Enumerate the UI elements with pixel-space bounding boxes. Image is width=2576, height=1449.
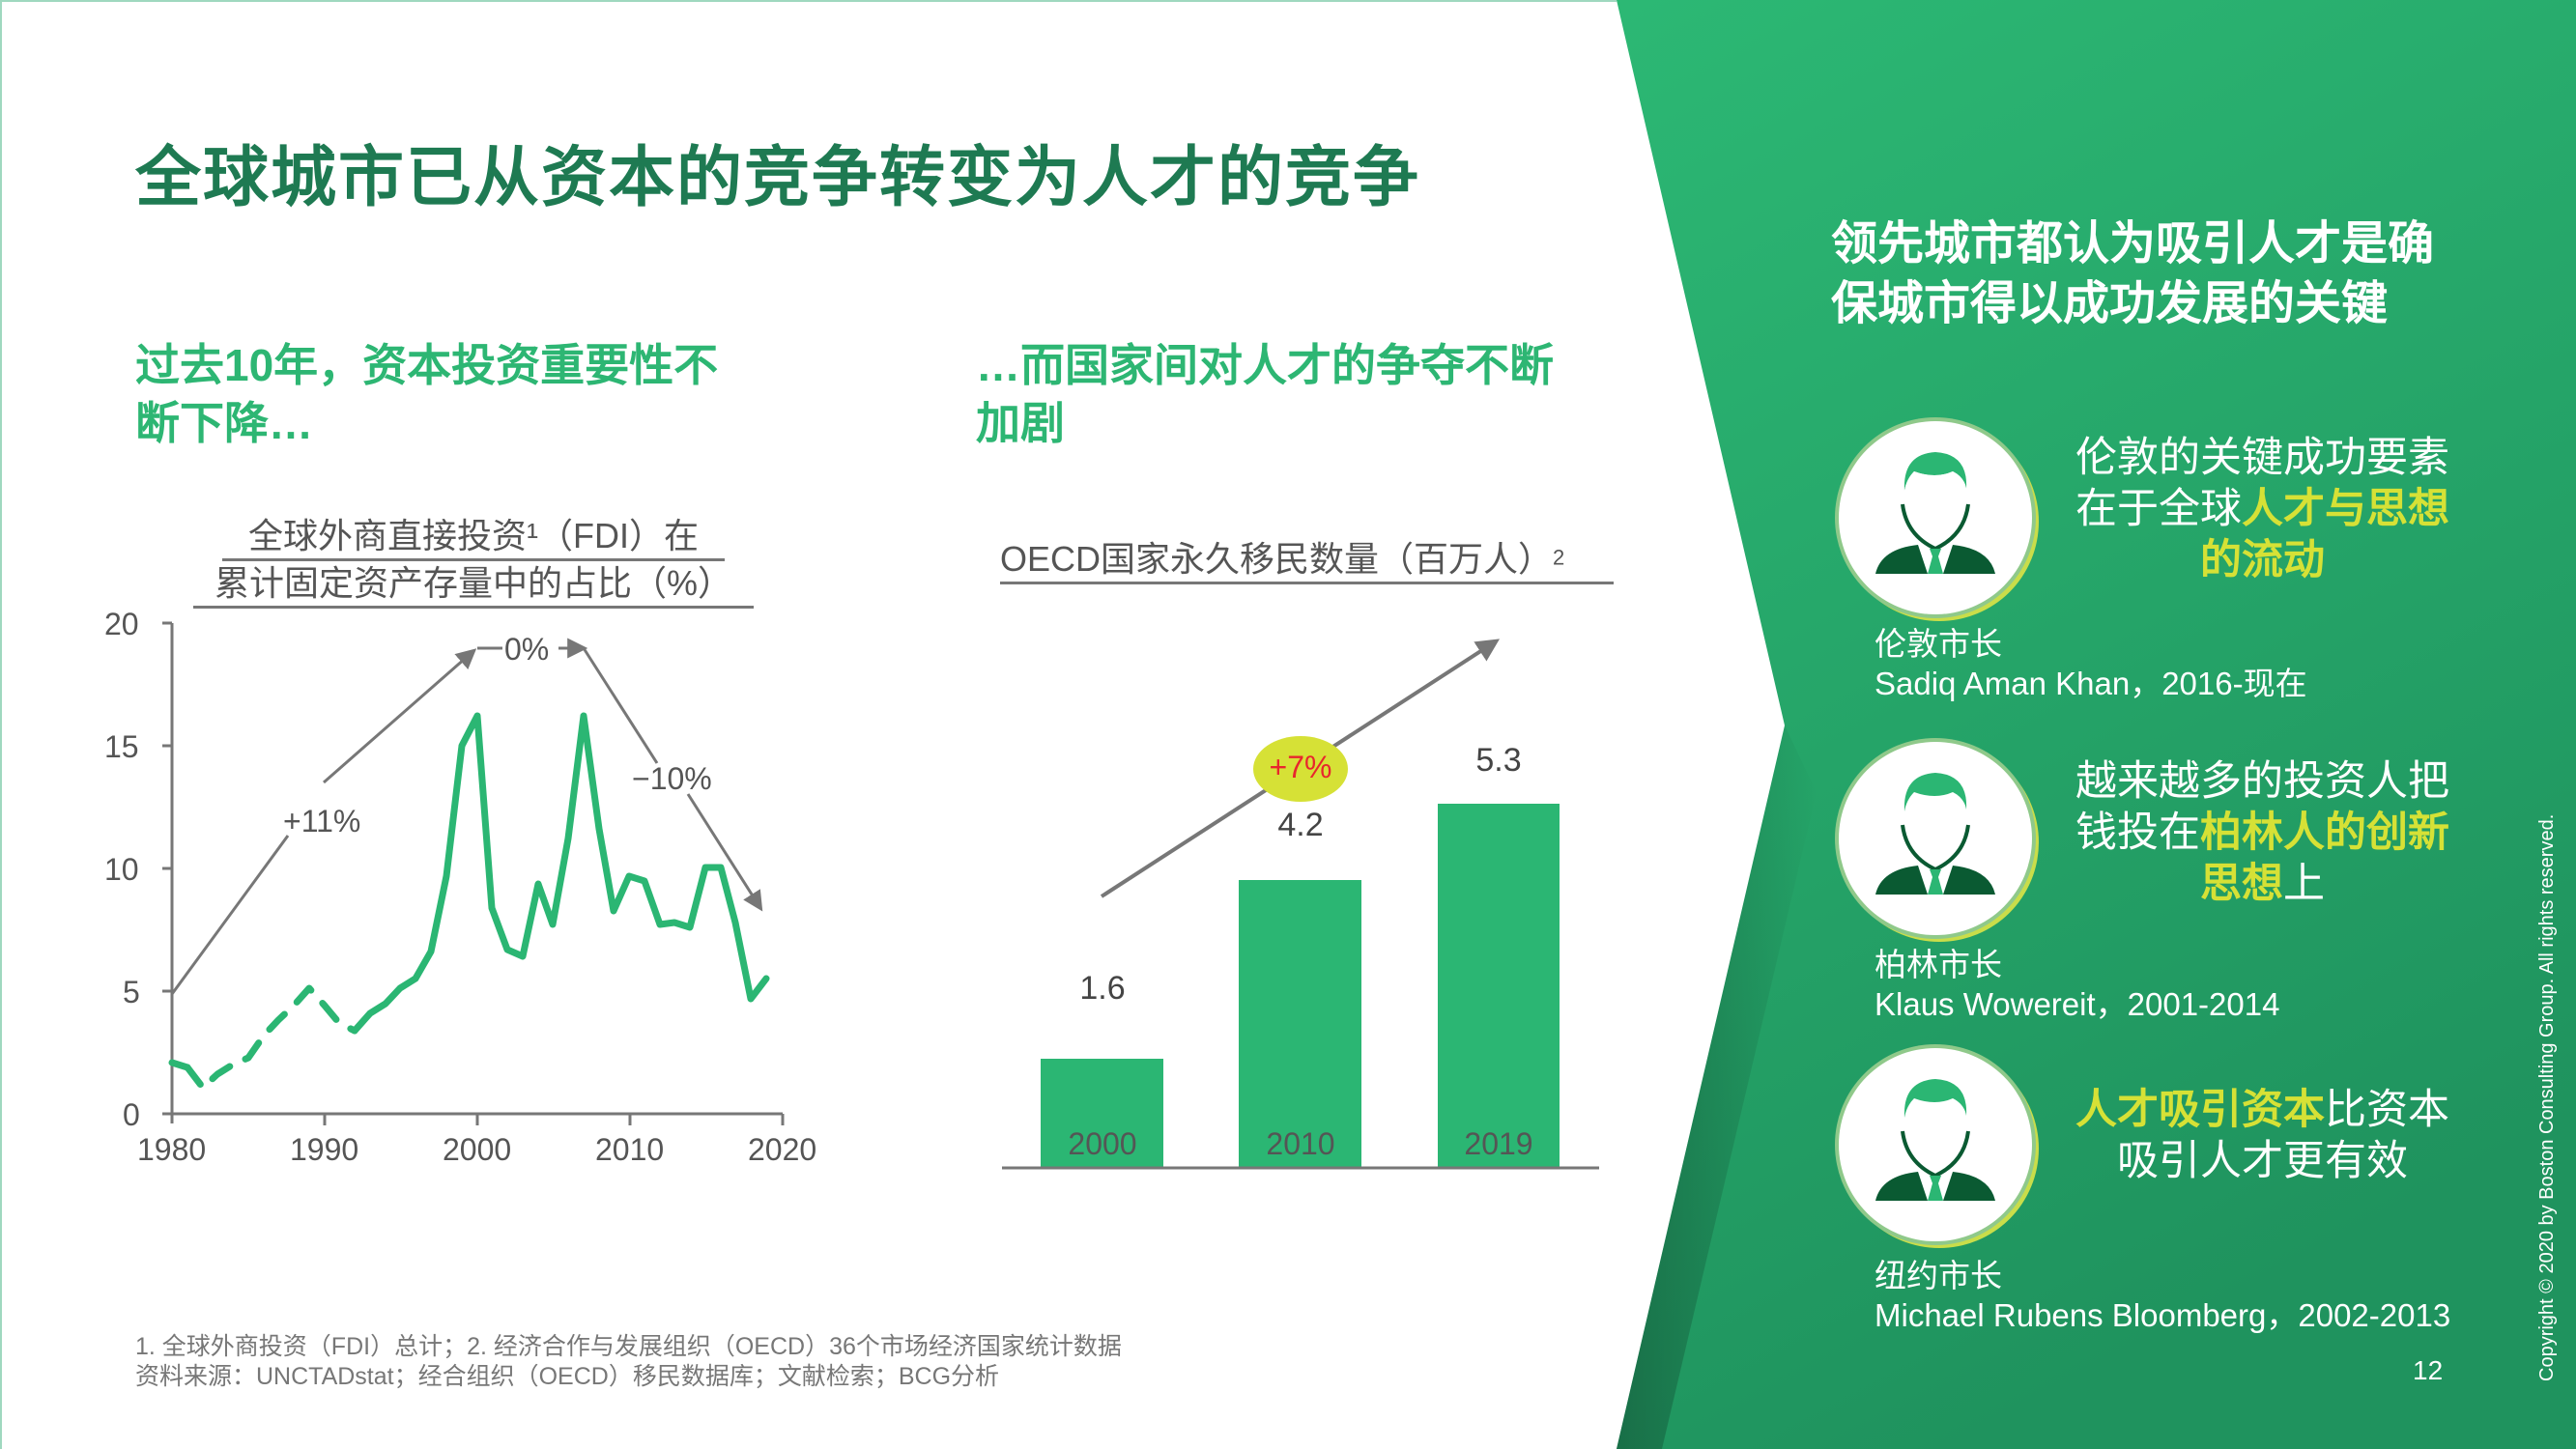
berlin-quote-line2-plain: 钱投在 (2075, 810, 2200, 856)
middle-subtitle: …而国家间对人才的争夺不断 加剧 (976, 336, 1554, 452)
trend-arrows (170, 638, 763, 995)
berlin-quote-line3-highlight: 思想 (2200, 861, 2283, 907)
left-subtitle-line1: 过去10年，资本投资重要性不 (135, 340, 719, 390)
annotation-rise: +11% (283, 804, 361, 838)
berlin-quote-line1: 越来越多的投资人把 (2075, 758, 2449, 805)
x-tick-2000: 2000 (443, 1132, 512, 1167)
fdi-chart-title: 全球外商直接投资¹（FDI）在 累计固定资产存量中的占比（%） (193, 514, 754, 609)
x-tick-2010: 2010 (595, 1132, 665, 1167)
bar-label-2000: 2000 (1068, 1126, 1137, 1161)
newyork-mayor-avatar (1839, 1048, 2032, 1241)
newyork-mayor-role: 纽约市长 (1875, 1258, 2002, 1293)
businessman-avatar-icon (1875, 452, 1995, 574)
london-quote: 伦敦的关键成功要素 在于全球人才与思想 的流动 (2075, 433, 2449, 586)
annotation-fall: −10% (632, 761, 712, 796)
oecd-chart-title: OECD国家永久移民数量（百万人）2 (1000, 537, 1614, 584)
newyork-mayor-name: Michael Rubens Bloomberg，2002-2013 (1875, 1297, 2451, 1333)
bar-2019 (1438, 804, 1560, 1168)
berlin-mayor-role: 柏林市长 (1875, 947, 2002, 982)
bar-value-2010: 4.2 (1277, 807, 1324, 843)
y-tick-10: 10 (104, 852, 139, 887)
middle-subtitle-line2: 加剧 (976, 398, 1065, 448)
bar-2010 (1239, 880, 1361, 1168)
bar-2000 (1041, 1059, 1163, 1168)
middle-subtitle-line1: …而国家间对人才的争夺不断 (976, 340, 1554, 390)
london-quote-line3-highlight: 的流动 (2200, 537, 2325, 583)
copyright-notice: Copyright © 2020 by Boston Consulting Gr… (2536, 813, 2558, 1381)
y-tick-15: 15 (104, 729, 139, 764)
oecd-chart-title-text: OECD国家永久移民数量（百万人） (1000, 539, 1554, 579)
london-quote-line2-plain: 在于全球 (2075, 486, 2242, 532)
berlin-quote-line3-plain: 上 (2283, 861, 2325, 907)
berlin-quote-line2-highlight: 柏林人的创新 (2200, 810, 2449, 856)
berlin-mayor-name: Klaus Wowereit，2001-2014 (1875, 986, 2280, 1022)
businessman-avatar-icon (1875, 773, 1995, 895)
fdi-series-line (168, 712, 770, 1092)
london-mayor-name: Sadiq Aman Khan，2016-现在 (1875, 666, 2307, 701)
newyork-quote-line1-highlight: 人才吸引资本 (2075, 1087, 2325, 1133)
right-panel-heading: 领先城市都认为吸引人才是确 保城市得以成功发展的关键 (1831, 214, 2434, 334)
x-tick-1980: 1980 (137, 1132, 207, 1167)
oecd-chart-title-footnote: 2 (1553, 545, 1565, 570)
bar-label-2010: 2010 (1266, 1126, 1335, 1161)
y-tick-5: 5 (123, 975, 140, 1009)
bar-value-2000: 1.6 (1079, 970, 1126, 1007)
london-quote-line2-highlight: 人才与思想 (2242, 486, 2449, 532)
fdi-axes (162, 621, 785, 1125)
annotation-flat: 0% (504, 632, 550, 667)
left-subtitle-line2: 断下降… (135, 398, 313, 448)
bar-label-2019: 2019 (1464, 1126, 1533, 1161)
berlin-mayor-avatar (1839, 742, 2032, 935)
london-mayor-role: 伦敦市长 (1875, 626, 2002, 662)
right-heading-line2: 保城市得以成功发展的关键 (1831, 278, 2389, 329)
x-tick-2020: 2020 (748, 1132, 817, 1167)
newyork-quote-line2: 吸引人才更有效 (2117, 1138, 2408, 1184)
x-tick-1990: 1990 (290, 1132, 359, 1167)
growth-badge-bg (1253, 736, 1348, 802)
footnote-source: 资料来源：UNCTADstat；经合组织（OECD）移民数据库；文献检索；BCG… (135, 1363, 1000, 1390)
y-tick-0: 0 (123, 1097, 140, 1132)
y-tick-20: 20 (104, 607, 139, 641)
newyork-quote: 人才吸引资本比资本 吸引人才更有效 (2075, 1085, 2449, 1187)
left-subtitle: 过去10年，资本投资重要性不 断下降… (135, 336, 718, 452)
right-heading-line1: 领先城市都认为吸引人才是确 (1831, 218, 2435, 270)
slide-title: 全球城市已从资本的竞争转变为人才的竞争 (135, 141, 1421, 214)
page-number: 12 (2413, 1355, 2444, 1385)
growth-badge: +7% (1269, 750, 1332, 784)
berlin-quote: 越来越多的投资人把 钱投在柏林人的创新 思想上 (2075, 756, 2449, 910)
fdi-chart-title-line2: 累计固定资产存量中的占比（%） (193, 561, 754, 609)
london-quote-line1: 伦敦的关键成功要素 (2075, 435, 2449, 481)
fdi-chart-title-line1: 全球外商直接投资¹（FDI）在 (222, 514, 725, 561)
businessman-avatar-icon (1875, 1079, 1995, 1201)
footnote-line1: 1. 全球外商投资（FDI）总计；2. 经济合作与发展组织（OECD）36个市场… (135, 1333, 1122, 1360)
london-mayor-avatar (1839, 421, 2032, 614)
newyork-quote-line1-plain: 比资本 (2325, 1087, 2449, 1133)
bar-value-2019: 5.3 (1475, 742, 1522, 779)
